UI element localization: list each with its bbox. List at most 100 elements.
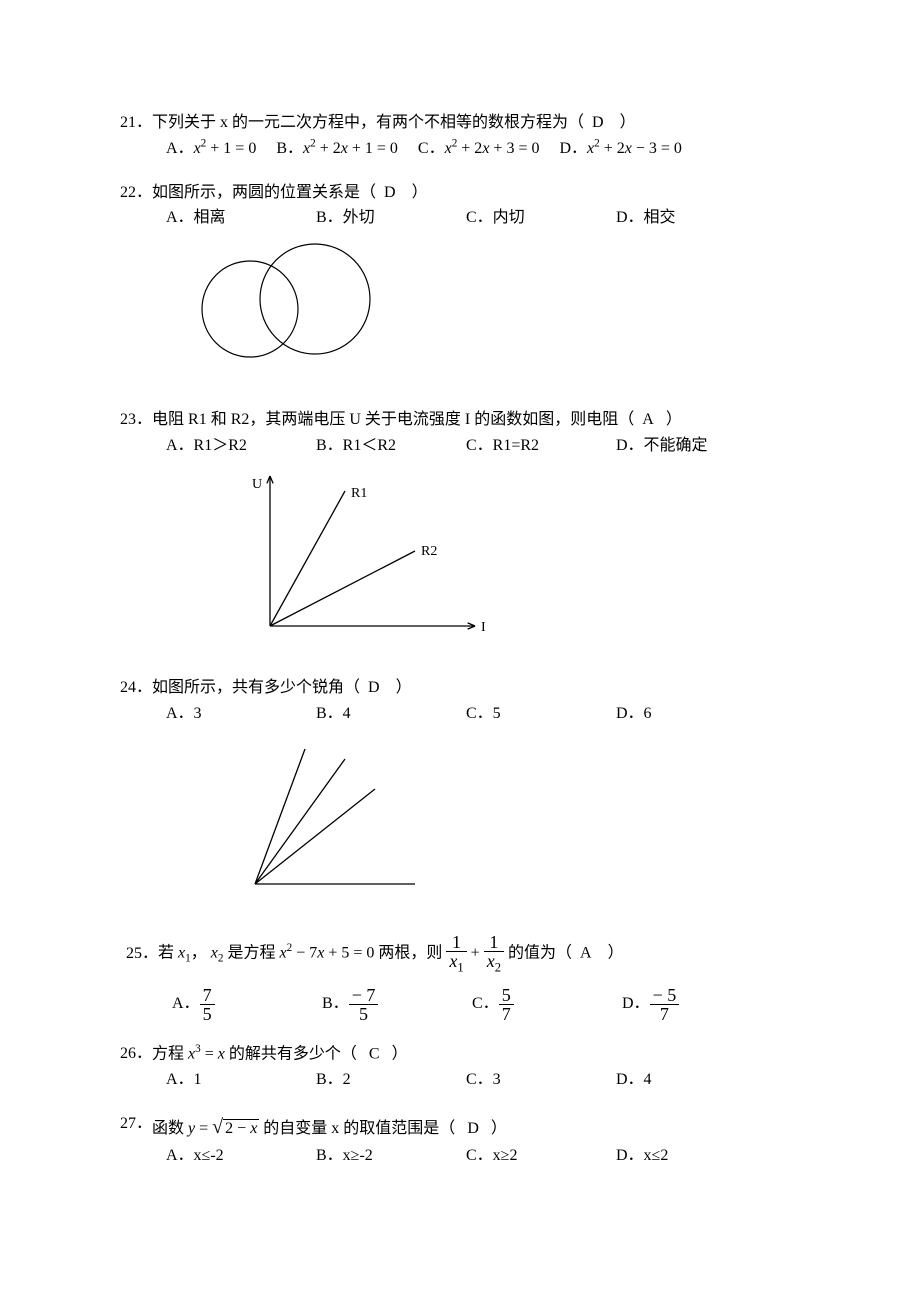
q27-opt-c: C．x≥2 — [466, 1143, 616, 1169]
q25-f2d: x2 — [484, 952, 504, 974]
q21-opt-d: D．x2 + 2x − 3 = 0 — [559, 140, 681, 157]
q21-opt-c-label: C． — [418, 140, 445, 157]
q26-opt-a: A．1 — [166, 1067, 316, 1093]
q27-opt-b: B．x≥-2 — [316, 1143, 466, 1169]
q25-frac2: 1x2 — [484, 933, 504, 974]
q21-answer: D — [592, 114, 604, 131]
q24-opt-c: C．5 — [466, 701, 616, 727]
q27-answer: D — [467, 1120, 479, 1137]
q25-od-l: D． — [622, 995, 650, 1012]
q26-rhs: x — [218, 1045, 225, 1062]
q21-opt-a-label: A． — [166, 140, 194, 157]
question-25: 25． 若 x1， x2 是方程 x2 − 7x + 5 = 0 两根，则 1x… — [120, 933, 800, 1023]
question-22: 22． 如图所示，两圆的位置关系是（ D ） A．相离 B．外切 C．内切 D．… — [120, 180, 800, 378]
svg-text:U: U — [252, 477, 262, 492]
q25-oa-l: A． — [172, 995, 200, 1012]
q25-ob-n: − 7 — [349, 986, 379, 1005]
q25-opt-b: B．− 75 — [322, 986, 472, 1023]
q22-text: 如图所示，两圆的位置关系是（ D ） — [152, 180, 428, 206]
q23-pre: 电阻 R1 和 R2，其两端电压 U 关于电流强度 I 的函数如图，则电阻（ — [152, 411, 634, 428]
q27-sqrt: √2 − x — [212, 1111, 259, 1143]
question-23: 23． 电阻 R1 和 R2，其两端电压 U 关于电流强度 I 的函数如图，则电… — [120, 407, 800, 655]
q24-number: 24． — [120, 675, 152, 701]
q22-post: ） — [412, 184, 428, 201]
q25-oc-n: 5 — [499, 986, 514, 1005]
q26-options: A．1 B．2 C．3 D．4 — [120, 1067, 800, 1093]
q24-text: 如图所示，共有多少个锐角（ D ） — [152, 675, 412, 701]
q26-opt-c: C．3 — [466, 1067, 616, 1093]
q25-c: 是方程 — [223, 944, 279, 961]
angle-rays-diagram — [230, 734, 430, 894]
q26-a: 方程 — [152, 1045, 188, 1062]
q26-answer: C — [369, 1045, 380, 1062]
q24-options: A．3 B．4 C．5 D．6 — [120, 701, 800, 727]
q25-ob-d: 5 — [349, 1005, 379, 1023]
q21-options: A．x2 + 1 = 0 B．x2 + 2x + 1 = 0 C．x2 + 2x… — [120, 136, 800, 162]
q27-opt-d: D．x≤2 — [616, 1143, 668, 1169]
q23-opt-c: C．R1=R2 — [466, 433, 616, 459]
q22-opt-a: A．相离 — [166, 205, 316, 231]
q22-number: 22． — [120, 180, 152, 206]
q21-number: 21． — [120, 110, 152, 136]
q25-od-n: − 5 — [650, 986, 680, 1005]
q25-plus: + — [467, 944, 484, 961]
q23-stem: 23． 电阻 R1 和 R2，其两端电压 U 关于电流强度 I 的函数如图，则电… — [120, 407, 800, 433]
q26-stem: 26． 方程 x3 = x 的解共有多少个（ C ） — [120, 1041, 800, 1067]
q27-number: 27． — [120, 1111, 152, 1143]
q25-opt-d: D．− 57 — [622, 986, 679, 1023]
question-21: 21． 下列关于 x 的一元二次方程中，有两个不相等的数根方程为（ D ） A．… — [120, 110, 800, 162]
q24-figure — [120, 734, 800, 903]
q22-answer: D — [384, 184, 396, 201]
q23-opt-b: B．R1＜R2 — [316, 433, 466, 459]
q23-text: 电阻 R1 和 R2，其两端电压 U 关于电流强度 I 的函数如图，则电阻（ A… — [152, 407, 682, 433]
q25-x2: x — [211, 944, 218, 961]
q25-post: ） — [608, 944, 624, 961]
q26-number: 26． — [120, 1041, 152, 1067]
question-24: 24． 如图所示，共有多少个锐角（ D ） A．3 B．4 C．5 D．6 — [120, 675, 800, 903]
q25-text: 若 x1， x2 是方程 x2 − 7x + 5 = 0 两根，则 1x1 + … — [158, 933, 624, 974]
q23-number: 23． — [120, 407, 152, 433]
q25-b: ， — [191, 944, 211, 961]
q25-f1d: x1 — [446, 952, 466, 974]
q22-opt-c: C．内切 — [466, 205, 616, 231]
q25-ob-l: B． — [322, 995, 349, 1012]
two-circles-diagram — [180, 239, 380, 369]
page-content: 21． 下列关于 x 的一元二次方程中，有两个不相等的数根方程为（ D ） A．… — [0, 0, 920, 1246]
q22-opt-b: B．外切 — [316, 205, 466, 231]
q27-opt-a: A．x≤-2 — [166, 1143, 316, 1169]
svg-text:R2: R2 — [421, 544, 437, 559]
q23-figure: UIR1R2 — [120, 466, 800, 655]
voltage-current-graph: UIR1R2 — [240, 466, 500, 646]
q25-oc-l: C． — [472, 995, 499, 1012]
q25-e: 的值为（ — [504, 944, 572, 961]
q23-post: ） — [666, 411, 682, 428]
svg-text:I: I — [481, 620, 486, 635]
q23-opt-a: A．R1＞R2 — [166, 433, 316, 459]
q24-answer: D — [368, 679, 380, 696]
q26-opt-d: D．4 — [616, 1067, 652, 1093]
q21-post: ） — [620, 114, 636, 131]
q25-number: 25． — [126, 941, 158, 967]
q25-opt-c: C．57 — [472, 986, 622, 1023]
q25-a: 若 — [158, 944, 178, 961]
q24-pre: 如图所示，共有多少个锐角（ — [152, 679, 360, 696]
q25-stem: 25． 若 x1， x2 是方程 x2 − 7x + 5 = 0 两根，则 1x… — [120, 933, 800, 974]
q26-post: ） — [392, 1045, 408, 1062]
q26-b: 的解共有多少个（ — [225, 1045, 357, 1062]
q27-a: 函数 — [152, 1120, 188, 1137]
q27-b: 的自变量 x 的取值范围是（ — [259, 1120, 455, 1137]
q21-text: 下列关于 x 的一元二次方程中，有两个不相等的数根方程为（ D ） — [152, 110, 636, 136]
q27-text: 函数 y = √2 − x 的自变量 x 的取值范围是（ D ） — [152, 1111, 507, 1143]
q21-opt-d-label: D． — [559, 140, 587, 157]
q27-eq: = — [195, 1120, 212, 1137]
q25-opt-a: A．75 — [172, 986, 322, 1023]
question-26: 26． 方程 x3 = x 的解共有多少个（ C ） A．1 B．2 C．3 D… — [120, 1041, 800, 1093]
q22-opt-d: D．相交 — [616, 205, 676, 231]
q27-stem: 27． 函数 y = √2 − x 的自变量 x 的取值范围是（ D ） — [120, 1111, 800, 1143]
q25-f2n: 1 — [484, 933, 504, 952]
q23-opt-d: D．不能确定 — [616, 433, 708, 459]
q25-od-d: 7 — [650, 1005, 680, 1023]
question-27: 27． 函数 y = √2 − x 的自变量 x 的取值范围是（ D ） A．x… — [120, 1111, 800, 1169]
q25-oa-d: 5 — [200, 1005, 215, 1023]
q25-f1n: 1 — [446, 933, 466, 952]
